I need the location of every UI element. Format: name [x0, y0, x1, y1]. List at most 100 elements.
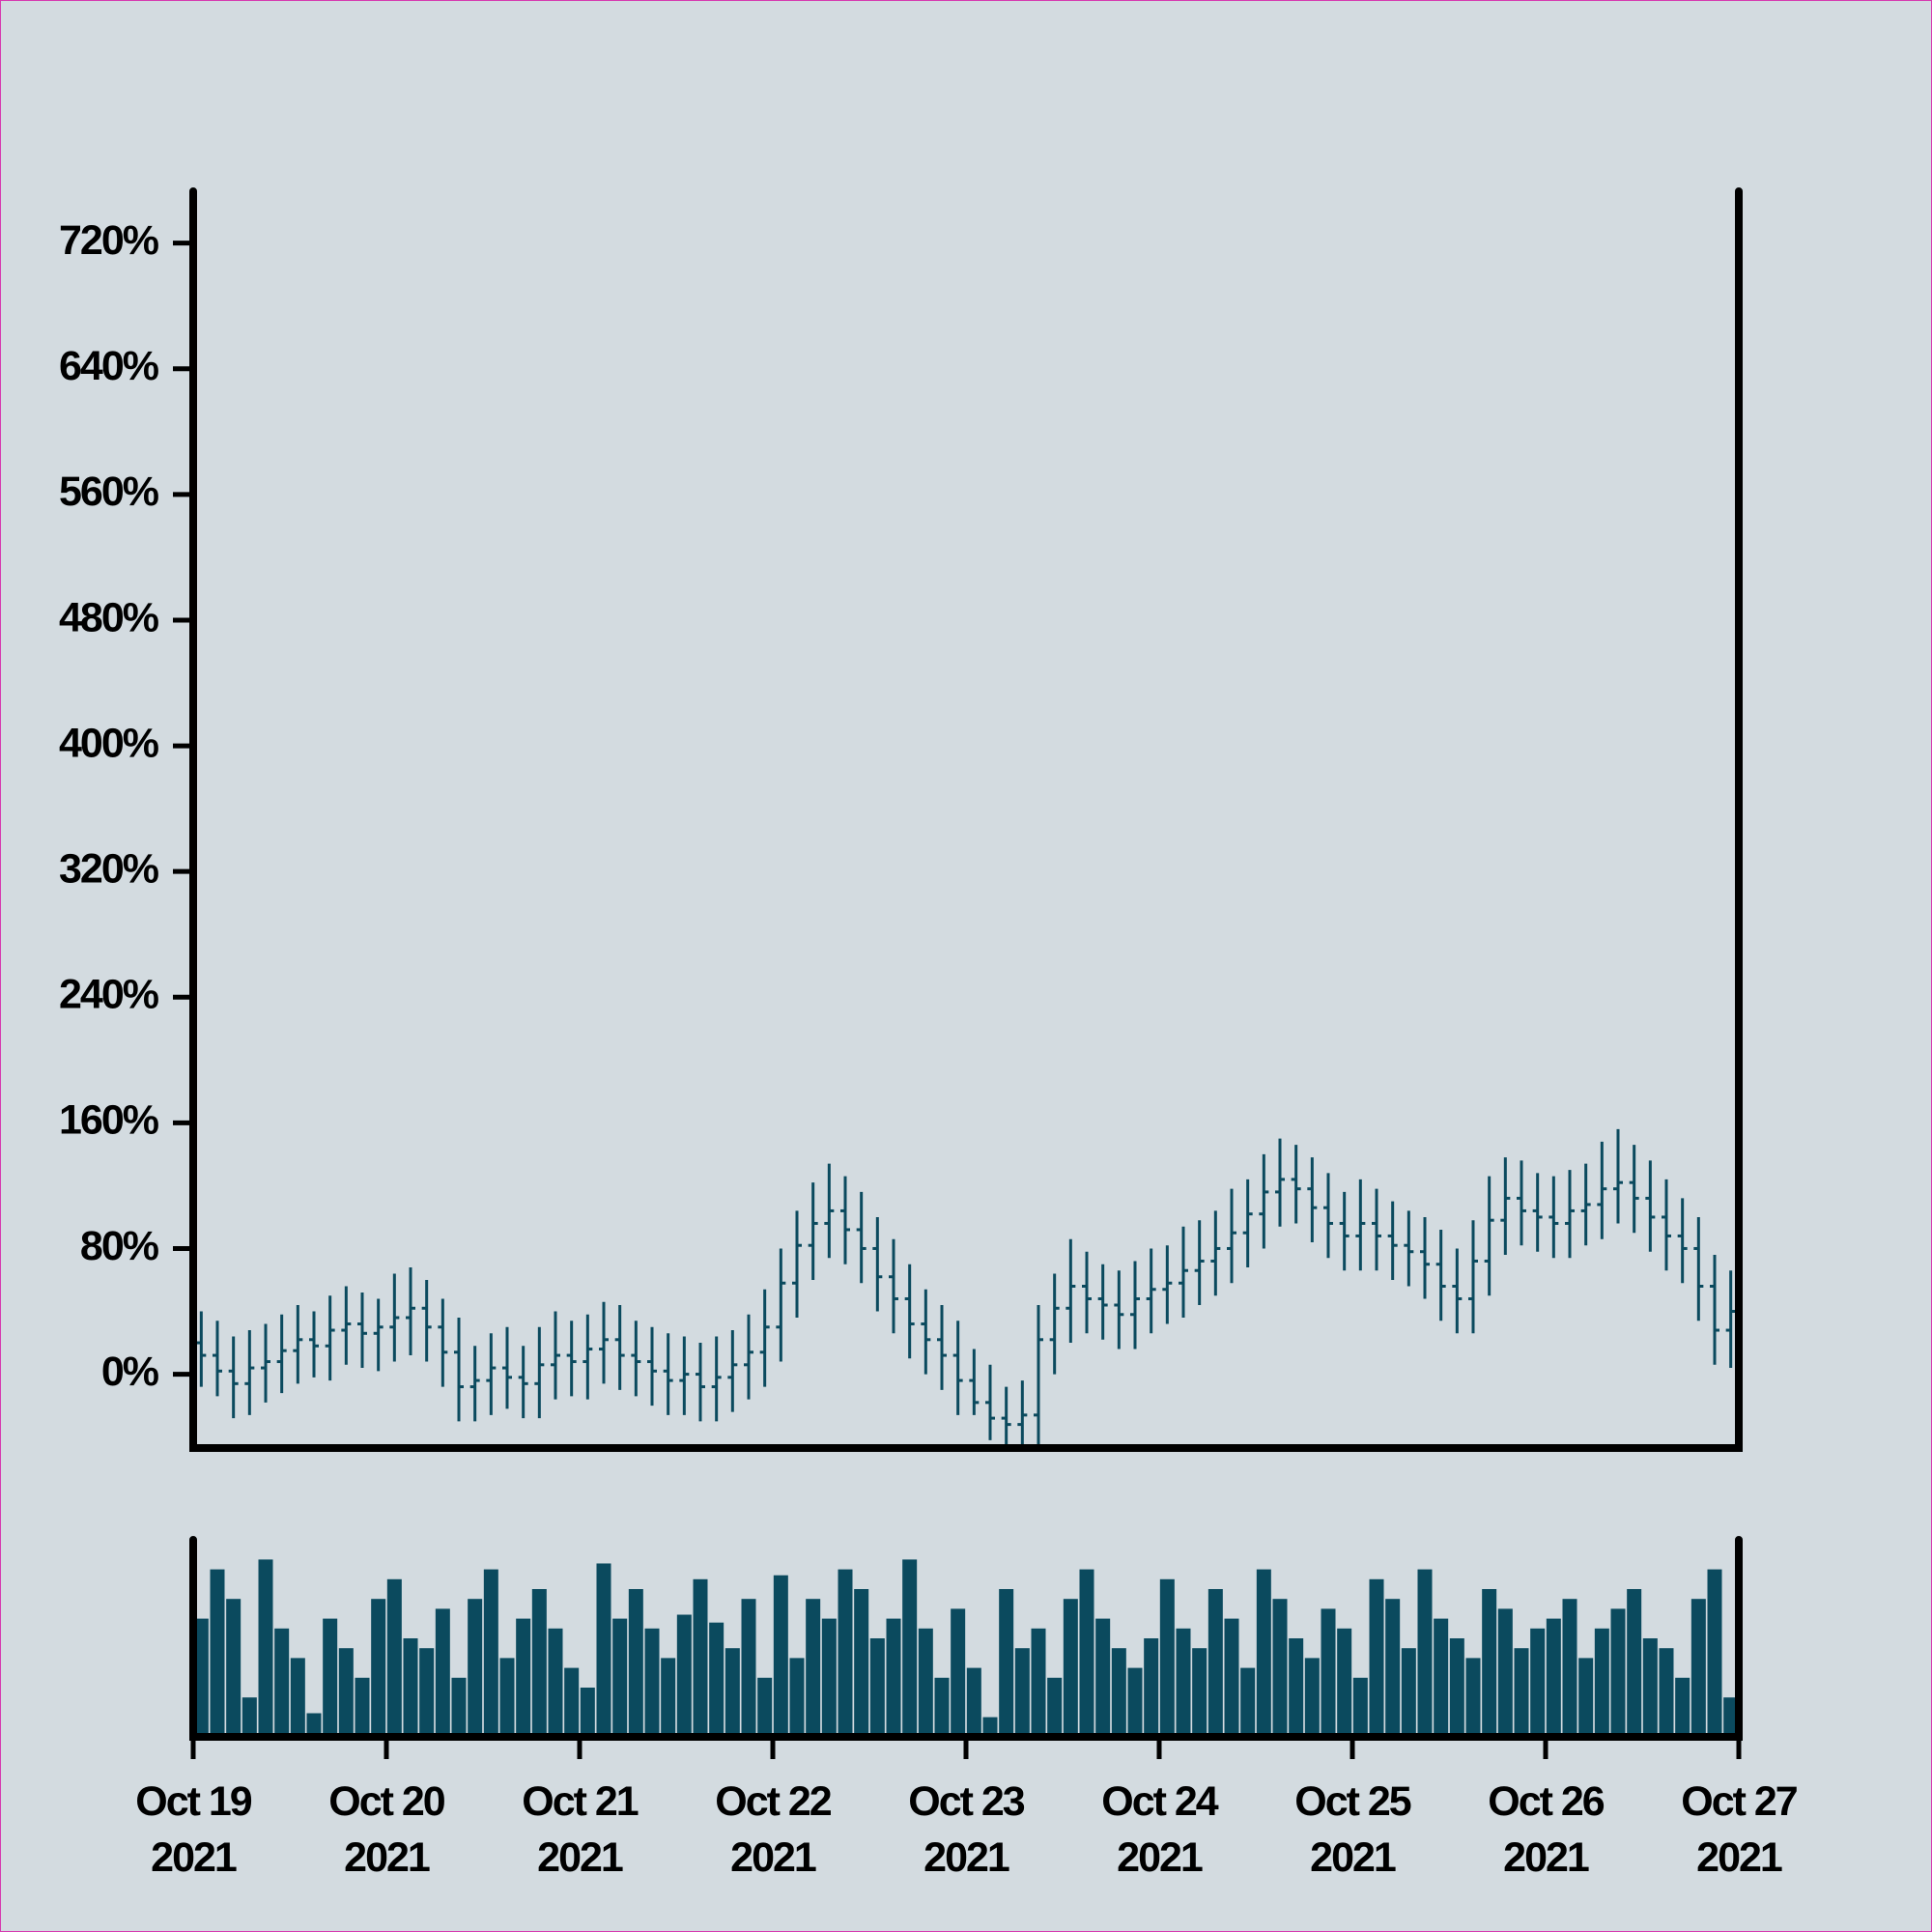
- volume-bar: [226, 1599, 242, 1737]
- volume-bar: [1144, 1638, 1159, 1737]
- volume-bar: [1417, 1569, 1433, 1737]
- volume-bar: [451, 1677, 467, 1737]
- price-plot: [196, 1128, 1736, 1448]
- volume-bar: [419, 1648, 435, 1737]
- volume-bar: [323, 1618, 338, 1737]
- volume-bar: [821, 1618, 837, 1737]
- volume-bar: [1546, 1618, 1561, 1737]
- volume-bar: [869, 1638, 885, 1737]
- volume-bar: [531, 1589, 547, 1737]
- volume-bar: [1127, 1667, 1143, 1737]
- x-tick-label: Oct 22 2021: [715, 1778, 832, 1881]
- volume-bar: [1095, 1618, 1111, 1737]
- volume-bar: [1723, 1697, 1739, 1737]
- y-tick-label: 400%: [59, 720, 159, 766]
- volume-bar: [854, 1589, 869, 1737]
- volume-bar: [564, 1667, 580, 1737]
- volume-bar: [1514, 1648, 1529, 1737]
- y-tick-label: 640%: [59, 343, 159, 389]
- volume-bar: [1031, 1628, 1046, 1737]
- volume-bar: [1224, 1618, 1239, 1737]
- volume-bar: [1642, 1638, 1658, 1737]
- y-tick-label: 560%: [59, 469, 159, 515]
- volume-bar: [274, 1628, 290, 1737]
- volume-bar: [306, 1713, 322, 1737]
- volume-bar: [435, 1608, 450, 1737]
- volume-bar: [838, 1569, 853, 1737]
- volume-bar: [1449, 1638, 1464, 1737]
- volume-bar: [1594, 1628, 1609, 1737]
- volume-bar: [1014, 1648, 1030, 1737]
- y-tick-label: 80%: [80, 1223, 159, 1269]
- volume-bar: [1465, 1658, 1481, 1737]
- volume-bar: [290, 1658, 305, 1737]
- volume-bar: [693, 1578, 708, 1737]
- volume-bar: [789, 1658, 805, 1737]
- volume-bar: [1385, 1599, 1401, 1737]
- volume-bar: [258, 1559, 273, 1737]
- x-tick-label: Oct 21 2021: [522, 1778, 639, 1881]
- x-tick-label: Oct 25 2021: [1294, 1778, 1411, 1881]
- volume-bar: [757, 1677, 773, 1737]
- volume-bar: [676, 1614, 692, 1737]
- volume-bar: [1192, 1648, 1208, 1737]
- volume-bar: [966, 1667, 981, 1737]
- volume-bar: [1289, 1638, 1304, 1737]
- volume-bar: [1208, 1589, 1223, 1737]
- volume-bar: [1352, 1677, 1368, 1737]
- y-tick-label: 0%: [101, 1349, 159, 1395]
- volume-bar: [1159, 1578, 1175, 1737]
- volume-bar: [612, 1618, 628, 1737]
- volume-bar: [1079, 1569, 1094, 1737]
- volume-bar: [1304, 1658, 1320, 1737]
- volume-bar: [499, 1658, 515, 1737]
- volume-plot: [193, 1559, 1739, 1737]
- volume-bar: [1530, 1628, 1546, 1737]
- y-tick-label: 160%: [59, 1097, 159, 1144]
- volume-bar: [806, 1599, 821, 1737]
- y-tick-label: 720%: [59, 217, 159, 264]
- volume-bar: [1707, 1569, 1722, 1737]
- volume-bar: [355, 1677, 370, 1737]
- volume-bar: [1562, 1599, 1577, 1737]
- volume-bar: [1627, 1589, 1642, 1737]
- volume-bar: [1401, 1648, 1416, 1737]
- volume-bar: [1482, 1589, 1497, 1737]
- volume-bar: [1578, 1658, 1594, 1737]
- volume-bar: [1063, 1599, 1078, 1737]
- volume-bar: [644, 1628, 660, 1737]
- y-tick-label: 480%: [59, 594, 159, 640]
- volume-bar: [1337, 1628, 1352, 1737]
- volume-bar: [371, 1599, 386, 1737]
- volume-bar: [516, 1618, 531, 1737]
- volume-bar: [1434, 1618, 1449, 1737]
- volume-bar: [468, 1599, 483, 1737]
- volume-bar: [886, 1618, 901, 1737]
- volume-bar: [210, 1569, 225, 1737]
- x-tick-label: Oct 26 2021: [1488, 1778, 1605, 1881]
- x-tick-label: Oct 19 2021: [135, 1778, 252, 1881]
- volume-bar: [580, 1688, 595, 1737]
- price-frame: [189, 187, 1743, 1452]
- volume-bar: [1240, 1667, 1256, 1737]
- volume-bar: [709, 1622, 724, 1737]
- volume-bar: [934, 1677, 950, 1737]
- volume-bar: [548, 1628, 563, 1737]
- volume-bar: [661, 1658, 676, 1737]
- volume-bar: [999, 1589, 1014, 1737]
- volume-bar: [1369, 1578, 1384, 1737]
- volume-bar: [918, 1628, 933, 1737]
- volume-bar: [741, 1599, 756, 1737]
- volume-bar: [1610, 1608, 1626, 1737]
- volume-bar: [403, 1638, 418, 1737]
- volume-bar: [1497, 1608, 1513, 1737]
- volume-bar: [773, 1575, 788, 1737]
- volume-bar: [193, 1618, 209, 1737]
- volume-bar: [1176, 1628, 1191, 1737]
- volume-bar: [1690, 1599, 1706, 1737]
- volume-bar: [1272, 1599, 1288, 1737]
- volume-bar: [338, 1648, 354, 1737]
